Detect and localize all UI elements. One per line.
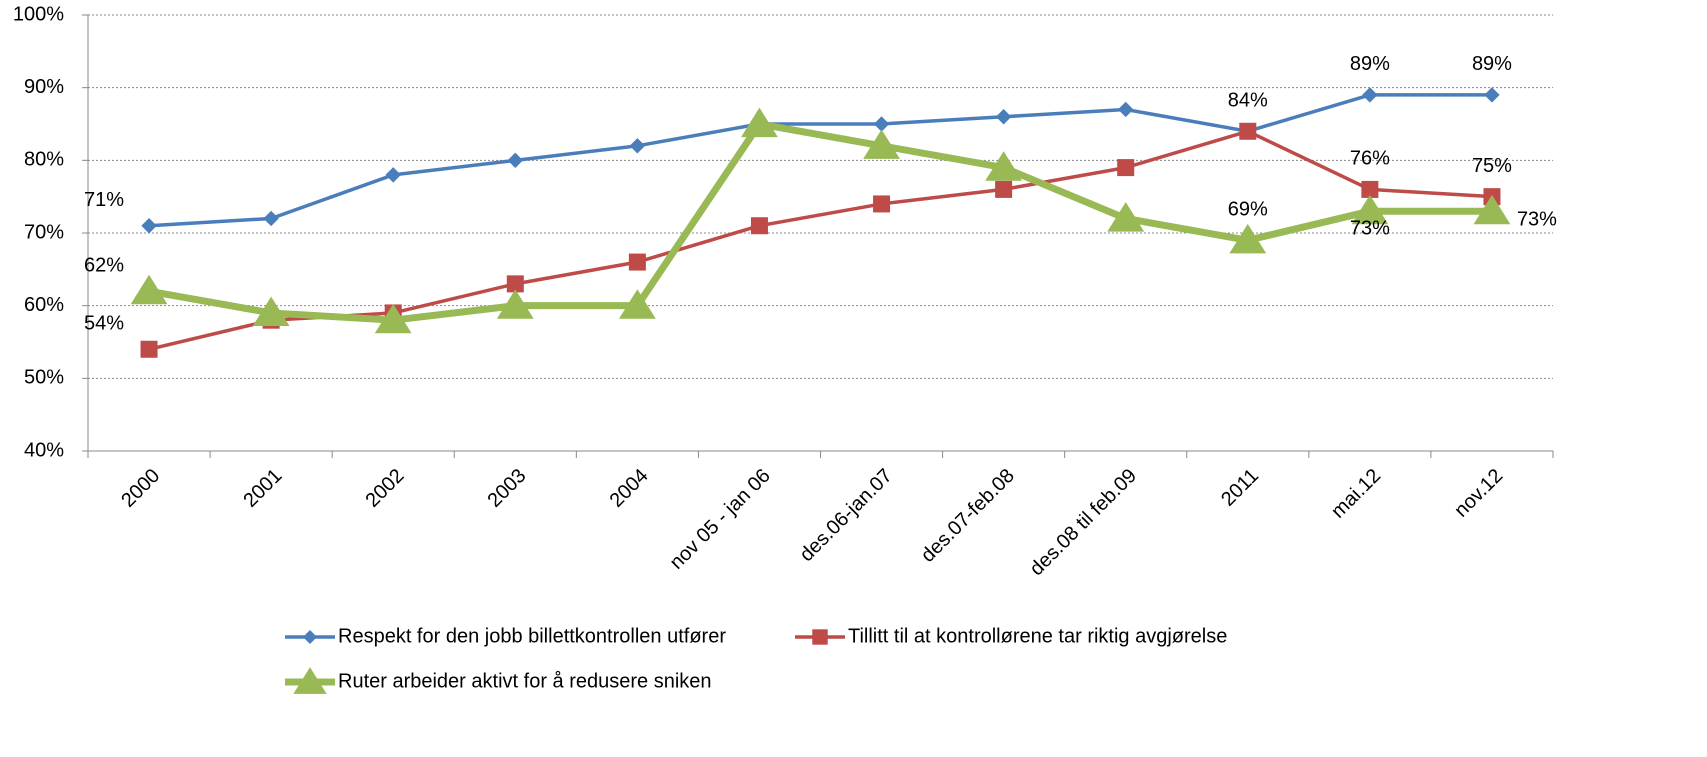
data-label: 62% — [84, 254, 124, 276]
y-tick-label: 100% — [13, 3, 64, 25]
legend-marker — [293, 667, 327, 694]
y-tick-label: 40% — [24, 439, 64, 461]
series-line — [148, 120, 1492, 324]
data-label: 54% — [84, 313, 124, 335]
x-tick-label: nov.12 — [1450, 465, 1507, 522]
point — [496, 289, 534, 319]
x-tick-label: nov 05 - jan 06 — [666, 465, 775, 574]
point — [252, 296, 290, 327]
x-tick-label: 2004 — [606, 465, 653, 512]
y-tick-label: 80% — [24, 149, 64, 171]
legend-label: Tillitt til at kontrollørene tar riktig … — [848, 625, 1227, 647]
legend-label: Ruter arbeider aktivt for å redusere sni… — [338, 670, 712, 692]
point — [618, 289, 656, 319]
y-tick-label: 70% — [24, 221, 64, 243]
point — [140, 340, 158, 358]
data-label: 84% — [1228, 90, 1268, 112]
x-tick-label: 2011 — [1217, 465, 1263, 511]
point — [863, 129, 900, 159]
point — [141, 218, 157, 234]
point — [507, 152, 523, 169]
series-line — [148, 93, 1492, 228]
data-label: 73% — [1350, 217, 1390, 239]
series-line — [148, 129, 1493, 351]
x-tick-label: 2001 — [239, 465, 286, 512]
point — [1107, 202, 1145, 232]
point — [1351, 194, 1389, 225]
point — [873, 195, 891, 213]
point — [985, 151, 1023, 181]
x-tick-label: 2000 — [117, 465, 164, 512]
legend-marker — [812, 629, 828, 645]
x-tick-label: des.07-feb.08 — [917, 465, 1019, 567]
data-label: 76% — [1350, 148, 1390, 170]
point — [995, 180, 1013, 198]
data-label: 89% — [1350, 53, 1390, 75]
point — [1362, 87, 1378, 103]
x-tick-label: 2003 — [484, 465, 531, 512]
point — [741, 107, 778, 138]
point — [873, 116, 890, 132]
point — [263, 210, 279, 227]
point — [1229, 223, 1267, 254]
data-label: 73% — [1517, 208, 1557, 230]
x-tick-label: des.06-jan.07 — [796, 465, 897, 566]
y-tick-label: 60% — [24, 294, 64, 316]
point — [750, 217, 768, 235]
data-label: 89% — [1472, 53, 1512, 75]
point — [374, 303, 412, 334]
point — [629, 138, 646, 154]
point — [1473, 194, 1511, 225]
point — [1484, 87, 1500, 103]
data-label: 71% — [84, 189, 124, 211]
point — [628, 253, 646, 271]
x-tick-label: des.08 til feb.09 — [1026, 465, 1141, 580]
point — [130, 274, 168, 305]
legend-marker — [302, 629, 318, 645]
point — [385, 167, 401, 183]
y-tick-label: 90% — [24, 76, 64, 98]
point — [1117, 159, 1135, 177]
point — [1118, 101, 1134, 118]
point — [1239, 122, 1257, 140]
y-tick-label: 50% — [24, 367, 64, 389]
data-label: 69% — [1228, 199, 1268, 221]
x-tick-label: 2002 — [361, 465, 408, 512]
point — [995, 109, 1012, 125]
legend-label: Respekt for den jobb billettkontrollen u… — [338, 625, 726, 647]
data-label: 75% — [1472, 155, 1512, 177]
x-tick-label: mai.12 — [1327, 465, 1385, 523]
